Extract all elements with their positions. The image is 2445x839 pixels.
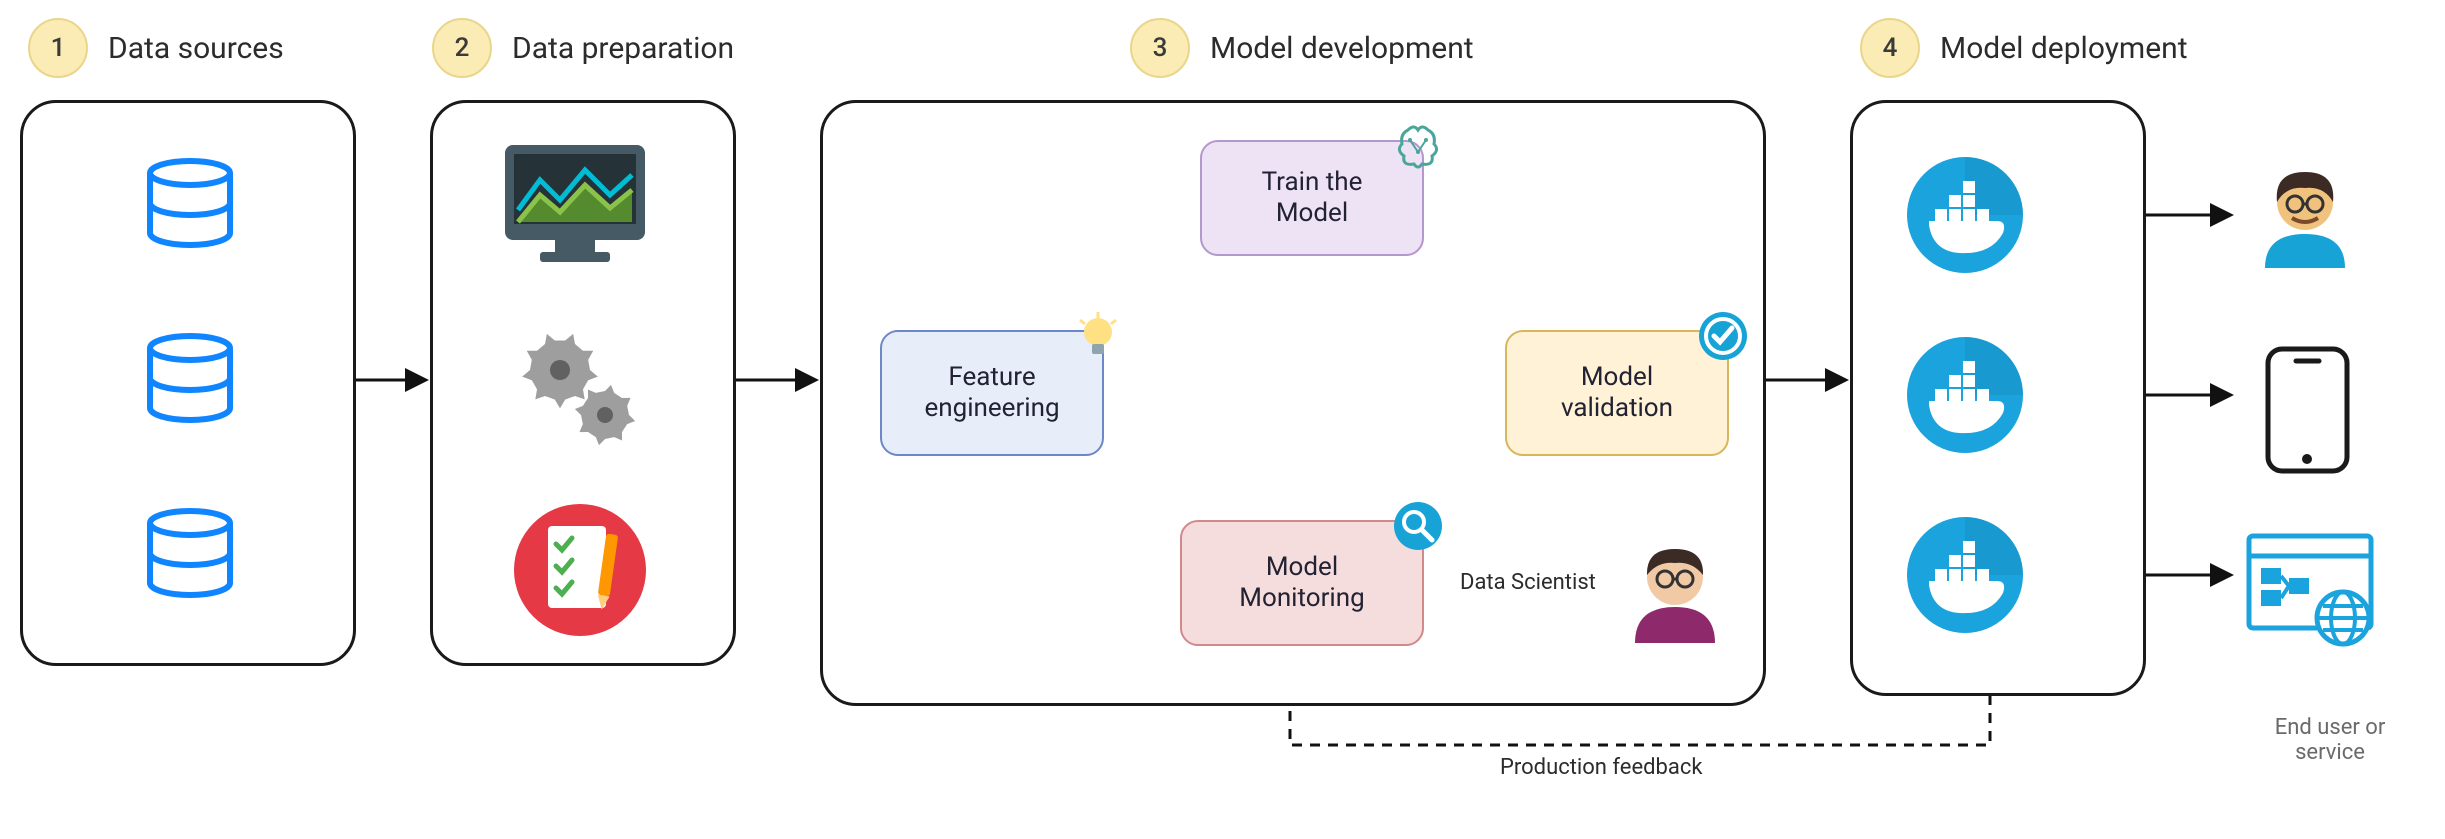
container-icon bbox=[1905, 155, 2025, 275]
end-user-label-line: End user or bbox=[2260, 715, 2400, 740]
node-label-line: Monitoring bbox=[1239, 583, 1364, 614]
database-icon bbox=[140, 505, 240, 605]
stage-title-s1: 1 Data sources bbox=[28, 18, 284, 78]
database-icon bbox=[140, 330, 240, 430]
magnifier-icon bbox=[1392, 500, 1444, 552]
check-icon bbox=[1697, 310, 1749, 362]
stage-title-s4: 4 Model deployment bbox=[1860, 18, 2188, 78]
container-icon bbox=[1905, 515, 2025, 635]
cycle-node-train: Train theModel bbox=[1200, 140, 1424, 256]
brain-icon bbox=[1392, 120, 1444, 172]
end-user-label: End user orservice bbox=[2260, 715, 2400, 765]
cycle-node-validate: Modelvalidation bbox=[1505, 330, 1729, 456]
node-label-line: validation bbox=[1561, 393, 1673, 424]
end-user-person-icon bbox=[2250, 160, 2360, 270]
node-label-line: Model bbox=[1276, 198, 1348, 229]
bulb-icon bbox=[1072, 310, 1124, 362]
data-scientist-label: Data Scientist bbox=[1460, 570, 1596, 595]
stage-number-badge: 1 bbox=[28, 18, 88, 78]
database-icon bbox=[140, 155, 240, 255]
node-label-line: Model bbox=[1581, 362, 1653, 393]
stage-number-badge: 4 bbox=[1860, 18, 1920, 78]
stage-label: Data sources bbox=[108, 31, 284, 66]
node-label-line: Feature bbox=[948, 362, 1035, 393]
stage-title-s3: 3 Model development bbox=[1130, 18, 1474, 78]
cycle-node-monitor: ModelMonitoring bbox=[1180, 520, 1424, 646]
stage-label: Model deployment bbox=[1940, 31, 2188, 66]
monitor-chart-icon bbox=[500, 140, 650, 270]
stage-title-s2: 2 Data preparation bbox=[432, 18, 734, 78]
end-user-web-icon bbox=[2245, 530, 2375, 650]
end-user-phone-icon bbox=[2260, 345, 2355, 475]
container-icon bbox=[1905, 335, 2025, 455]
stage-number-badge: 2 bbox=[432, 18, 492, 78]
gears-icon bbox=[510, 320, 650, 460]
stage-label: Model development bbox=[1210, 31, 1474, 66]
node-label-line: Train the bbox=[1262, 167, 1363, 198]
stage-number-badge: 3 bbox=[1130, 18, 1190, 78]
node-label-line: Model bbox=[1266, 552, 1338, 583]
production-feedback-label: Production feedback bbox=[1500, 755, 1703, 780]
checklist-icon bbox=[510, 500, 650, 640]
end-user-label-line: service bbox=[2260, 740, 2400, 765]
data-scientist-icon bbox=[1620, 535, 1730, 645]
stage-label: Data preparation bbox=[512, 31, 734, 66]
cycle-node-feature: Featureengineering bbox=[880, 330, 1104, 456]
node-label-line: engineering bbox=[924, 393, 1059, 424]
diagram-canvas: 1 Data sources 2 Data preparation 3 Model dev… bbox=[0, 0, 2445, 839]
